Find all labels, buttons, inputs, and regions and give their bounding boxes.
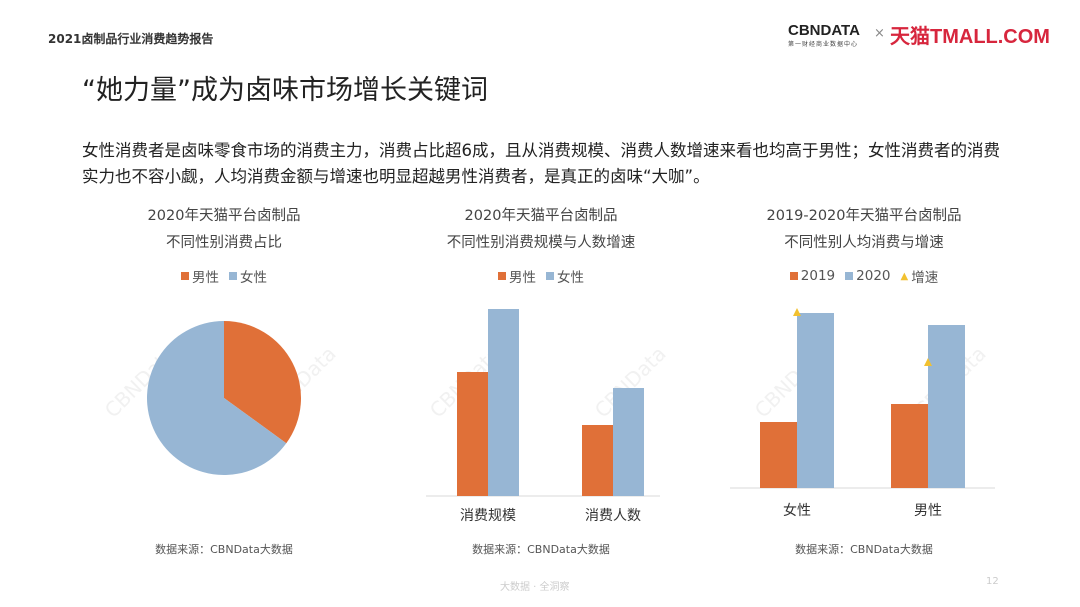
bar-2019-女性: [760, 422, 797, 488]
times-sign: ×: [874, 26, 885, 41]
bar-女性-消费人数: [613, 388, 644, 496]
tmall-logo: 天猫TMALL.COM: [890, 26, 1050, 48]
legend-item: 2019: [789, 266, 836, 286]
bar-2019-男性: [891, 404, 928, 488]
legend-swatch: [498, 272, 506, 280]
legend-swatch: [845, 272, 854, 280]
bar-男性-消费规模: [457, 372, 488, 496]
pie-slice-女性: [147, 321, 287, 475]
growth-marker: [793, 308, 801, 316]
cbndata-logo: CBNDATA 第一财经商业数据中心: [788, 22, 868, 48]
bar-男性-消费人数: [582, 425, 613, 496]
legend-swatch: [229, 272, 237, 280]
legend-item: ▲ 增速: [901, 266, 939, 286]
page-number: 12: [986, 576, 999, 587]
data-source: 数据来源：CBNData大数据: [472, 543, 610, 556]
report-title: 2021卤制品行业消费趋势报告: [48, 32, 214, 46]
legend-item: 男性: [181, 266, 219, 286]
legend-label: 女性: [240, 270, 267, 286]
legend-swatch: [789, 272, 798, 280]
chart-legend: 男性 女性: [74, 266, 374, 286]
bar-2020-女性: [797, 313, 834, 488]
legend-swatch: [181, 272, 189, 280]
chart-subtitle: 不同性别消费规模与人数增速: [446, 235, 636, 251]
chart-subtitle: 不同性别消费占比: [166, 235, 282, 251]
legend-label: 女性: [557, 270, 584, 286]
description: 女性消费者是卤味零食市场的消费主力，消费占比超6成，且从消费规模、消费人数增速来…: [82, 141, 1000, 186]
legend-label: 2019: [800, 268, 836, 284]
legend-item: 2020: [845, 266, 891, 286]
x-tick-label: 消费人数: [585, 508, 641, 524]
growth-marker: [924, 358, 932, 366]
legend-label: 2020: [856, 268, 891, 284]
data-source: 数据来源：CBNData大数据: [795, 543, 933, 556]
triangle-icon: ▲: [900, 270, 909, 282]
legend-item: 女性: [229, 266, 267, 286]
chart-title: 2019-2020年天猫平台卤制品: [766, 208, 962, 224]
footer-slogan: 大数据 · 全洞察: [500, 582, 570, 593]
data-source: 数据来源：CBNData大数据: [155, 543, 293, 556]
x-tick-label: 男性: [914, 503, 942, 519]
legend-label: 男性: [192, 270, 219, 286]
page-title: “她力量”成为卤味市场增长关键词: [82, 75, 488, 106]
x-tick-label: 消费规模: [460, 508, 516, 524]
chart-subtitle: 不同性别人均消费与增速: [784, 235, 944, 251]
chart-title: 2020年天猫平台卤制品: [147, 208, 301, 224]
legend-item: 男性: [498, 266, 536, 286]
pie-slice-男性: [224, 321, 301, 444]
legend-label: 增速: [911, 270, 939, 286]
chart-title: 2020年天猫平台卤制品: [464, 208, 618, 224]
x-tick-label: 女性: [783, 503, 811, 519]
legend-swatch: [546, 272, 554, 280]
chart-legend: 2019 2020 ▲ 增速: [714, 266, 1014, 286]
cbndata-logo-text: CBNDATA: [788, 22, 860, 39]
legend-label: 男性: [509, 270, 536, 286]
bar-2020-男性: [928, 325, 965, 488]
cbndata-logo-subtext: 第一财经商业数据中心: [788, 41, 859, 48]
legend-item: 女性: [546, 266, 584, 286]
bar-女性-消费规模: [488, 309, 519, 496]
chart-legend: 男性 女性: [391, 266, 691, 286]
